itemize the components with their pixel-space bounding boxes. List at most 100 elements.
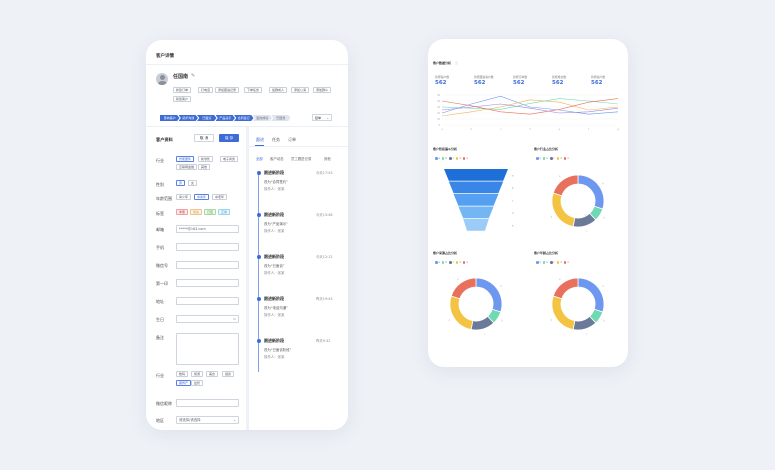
stage-step[interactable]: 签约成功 [252, 115, 272, 121]
x-tick-label: c [500, 128, 502, 131]
legend-dot [542, 261, 546, 264]
industry-tag[interactable]: 其他 [198, 164, 211, 170]
legend-label: c [553, 157, 555, 160]
funnel-segment [463, 219, 489, 231]
tab-0[interactable]: 跟进 [256, 137, 264, 142]
industry-tag[interactable]: 电子商务 [220, 156, 239, 162]
legend-label: d [459, 261, 461, 264]
hobby-tag[interactable]: 健身 [222, 371, 235, 377]
chart-legend: a b c d e [534, 157, 569, 160]
hobby-tag[interactable]: 旅游 [191, 371, 204, 377]
timeline-title: 跟进新阶段 [264, 296, 284, 301]
timeline-text: 改为“已面谈阶段” [264, 348, 292, 352]
action-tag[interactable]: 新建订单 [173, 87, 192, 93]
gender-option[interactable]: 男 [176, 180, 186, 186]
hobby-tag[interactable]: 美食 [206, 371, 219, 377]
avatar [156, 73, 168, 85]
region-value: 请选择/请选择 [179, 417, 201, 422]
timeline-filter[interactable]: 员工跟进记录 [291, 157, 312, 161]
legend-label: c [452, 261, 454, 264]
email-field[interactable]: *****@163.com [176, 224, 239, 233]
legend-dot [449, 157, 452, 160]
action-tag[interactable]: 添加群众 [313, 87, 332, 93]
action-tag[interactable]: 下单任务 [244, 87, 263, 93]
kpi-label: 新增跟进客户数 [474, 75, 494, 79]
timeline-title: 跟进新阶段 [264, 170, 284, 175]
legend-label: e [466, 157, 468, 160]
legend-dot [462, 261, 466, 264]
funnel-segment [444, 169, 508, 181]
stage-step[interactable]: 初步沟通 [178, 115, 198, 121]
customer-tag[interactable]: 重要 [176, 209, 189, 215]
industry-tag[interactable]: 智能硬件 [176, 156, 195, 162]
age-option[interactable]: 中青年 [194, 194, 210, 200]
donut-chart-source: a b c d e [449, 277, 503, 336]
edit-icon[interactable]: ✎ [191, 72, 196, 79]
action-tag[interactable]: 加群成人 [269, 87, 288, 93]
slice-label: e [559, 278, 561, 281]
kpi-label: 新增订单数 [513, 75, 527, 79]
tab-2[interactable]: 订单 [288, 137, 296, 142]
legend-dot [441, 261, 445, 264]
tab-1[interactable]: 任务 [272, 137, 280, 142]
company-label: 第一印 [156, 281, 168, 286]
hobby-tag[interactable]: 服饰产 [176, 380, 192, 386]
action-tag[interactable]: 新建客户 [173, 96, 192, 102]
customer-tag[interactable]: 正常 [218, 209, 231, 215]
action-tag[interactable]: 打电话 [198, 87, 214, 93]
donut-slice [475, 277, 503, 313]
timeline-title: 跟进新阶段 [264, 254, 284, 259]
note-textarea[interactable] [176, 332, 239, 365]
series-line [441, 103, 619, 114]
save-button[interactable]: 保 存 [219, 134, 239, 142]
x-tick-label: b [471, 128, 473, 131]
industry-tag[interactable]: 互联网金融 [176, 164, 198, 170]
wechat-field[interactable] [176, 260, 239, 269]
action-tag[interactable]: 添加公海 [291, 87, 310, 93]
legend-label: d [560, 261, 562, 264]
timeline-filter[interactable]: 其他 [324, 157, 331, 161]
slice-label: c [484, 333, 486, 336]
company-field[interactable] [176, 278, 239, 287]
stage-step[interactable]: 已面谈 [197, 115, 217, 121]
stage-step[interactable]: 意向客户 [160, 115, 180, 121]
stage-step[interactable]: 产品演示 [215, 115, 235, 121]
stage-select[interactable]: 结单 ⌄ [312, 114, 332, 121]
legend-label: a [539, 261, 541, 264]
timeline-text: 改为“电话沟通” [264, 306, 288, 310]
stage-step[interactable]: 合同签订 [234, 115, 254, 121]
industry-tag[interactable]: 新零售 [198, 156, 214, 162]
stage-step[interactable]: 已回款 [271, 115, 291, 121]
timeline-title: 跟进新阶段 [264, 212, 284, 217]
timeline-text: 改为“已面谈” [264, 264, 285, 268]
gender-option[interactable]: 女 [188, 180, 198, 186]
birthday-field[interactable]: ▭ [176, 314, 239, 323]
age-option[interactable]: 青少年 [176, 194, 192, 200]
slice-label: b [501, 320, 503, 323]
kpi-label: 新增成交数 [552, 75, 566, 79]
id-field[interactable] [176, 398, 239, 407]
hobby-tag[interactable]: 益智 [191, 380, 204, 386]
legend-dot [542, 157, 546, 160]
address-field[interactable] [176, 296, 239, 305]
timeline-operator: 操作人：张某 [264, 229, 285, 233]
timeline-text: 改为“合同签约” [264, 180, 288, 184]
wechat-label: 微信号 [156, 263, 168, 268]
gender-label: 性别 [156, 182, 164, 187]
y-tick-label: 30 [437, 106, 440, 109]
customer-tag[interactable]: 已回 [204, 209, 217, 215]
age-option[interactable]: 中老年 [212, 194, 228, 200]
funnel-label: a [512, 174, 514, 177]
timeline-filter[interactable]: 客户动态 [270, 157, 284, 161]
phone-field[interactable] [176, 242, 239, 251]
legend-label: b [546, 157, 548, 160]
region-select[interactable]: 请选择/请选择 ⌄ [176, 415, 239, 424]
cancel-button[interactable]: 取 消 [194, 134, 214, 142]
series-line [441, 99, 619, 117]
panel-title-source: 客户来源占比分析 [433, 251, 458, 255]
customer-tag[interactable]: 优先 [190, 209, 203, 215]
chevron-down-icon: ⌄ [233, 417, 236, 422]
action-tag[interactable]: 添加跟进记录 [215, 87, 240, 93]
hobby-tag[interactable]: 数码 [176, 371, 189, 377]
timeline-filter[interactable]: 全部 [256, 157, 263, 161]
